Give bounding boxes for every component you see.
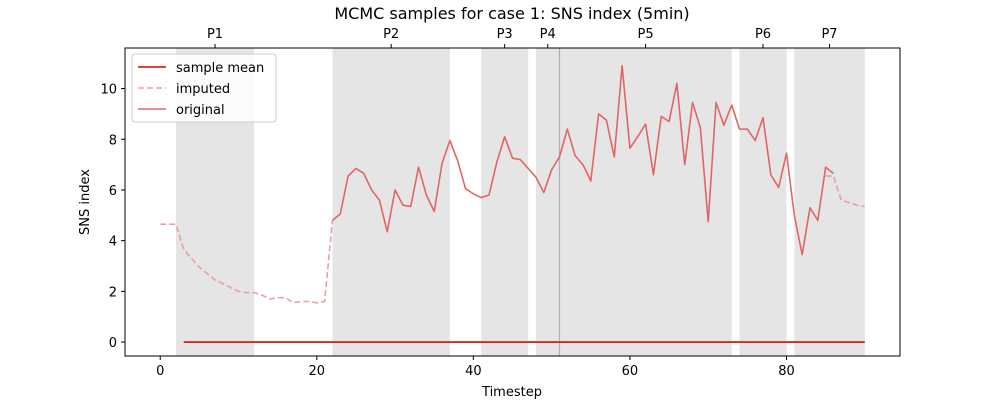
period-regions — [175, 48, 865, 356]
period-label: P4 — [540, 27, 556, 42]
legend-label: imputed — [176, 82, 230, 97]
x-axis-ticks: 0 20 40 60 80 — [156, 356, 795, 379]
period-label: P5 — [638, 27, 654, 42]
x-tick-label: 80 — [778, 364, 795, 379]
y-tick-label: 2 — [109, 285, 117, 300]
period-region-p6 — [739, 48, 787, 356]
x-axis-label: Timestep — [481, 385, 542, 400]
x-tick-label: 20 — [309, 364, 326, 379]
period-label: P3 — [497, 27, 513, 42]
period-region-p5 — [559, 48, 732, 356]
x-tick-label: 0 — [156, 364, 164, 379]
plot-frame — [124, 47, 901, 357]
y-tick-label: 6 — [109, 184, 117, 199]
y-tick-label: 4 — [109, 235, 117, 250]
legend-box — [131, 53, 277, 123]
chart-title: MCMC samples for case 1: SNS index (5min… — [334, 4, 689, 23]
period-region-p7 — [794, 48, 865, 356]
period-labels: P1 P2 P3 P4 P5 P6 P7 — [207, 27, 838, 48]
period-label: P1 — [207, 27, 223, 42]
y-tick-label: 8 — [109, 133, 117, 148]
period-region-p3 — [481, 48, 529, 356]
legend-label: sample mean — [176, 61, 264, 76]
period-label: P7 — [821, 27, 837, 42]
series-line-original — [331, 64, 834, 256]
period-region-p2 — [332, 48, 450, 356]
period-label: P2 — [383, 27, 399, 42]
x-tick-label: 60 — [622, 364, 639, 379]
series-lines — [160, 64, 865, 343]
x-tick-label: 40 — [465, 364, 482, 379]
legend-label: original — [176, 103, 225, 118]
period-label: P6 — [755, 27, 771, 42]
legend: sample mean imputed original — [131, 53, 277, 123]
y-tick-label: 10 — [100, 83, 117, 98]
y-axis-ticks: 0 2 4 6 8 10 — [100, 83, 125, 351]
y-axis-label: SNS index — [78, 169, 93, 235]
period-region-p4 — [535, 48, 560, 356]
series-line-imputed — [160, 175, 865, 304]
y-tick-label: 0 — [109, 336, 117, 351]
